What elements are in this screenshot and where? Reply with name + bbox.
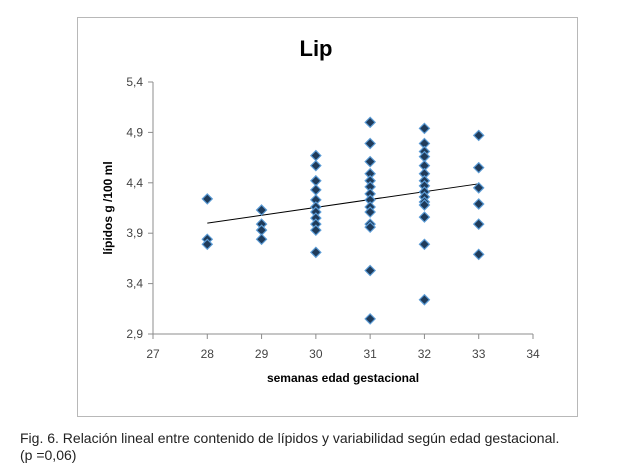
data-point <box>310 159 322 172</box>
data-point <box>418 122 431 135</box>
x-tick-label: 34 <box>526 347 540 361</box>
data-point <box>418 211 431 223</box>
data-point <box>364 206 376 218</box>
data-point <box>472 218 485 230</box>
y-tick-label: 3,9 <box>126 226 143 240</box>
x-tick-label: 28 <box>201 347 215 361</box>
data-point <box>472 129 485 142</box>
data-point <box>310 184 322 196</box>
data-point <box>418 293 431 306</box>
y-axis-label: lípidos g /100 ml <box>101 161 115 254</box>
data-point <box>364 116 376 129</box>
figure-caption: Fig. 6. Relación lineal entre contenido … <box>20 430 615 464</box>
caption-line-2: (p =0,06) <box>20 447 77 463</box>
data-point <box>418 238 431 251</box>
data-point <box>472 198 485 210</box>
data-point <box>472 181 485 194</box>
data-point <box>255 233 268 246</box>
x-tick-label: 29 <box>255 347 269 361</box>
y-tick-label: 4,4 <box>126 176 143 190</box>
x-tick-label: 32 <box>418 347 432 361</box>
chart-frame <box>77 17 578 417</box>
x-tick-label: 27 <box>146 347 160 361</box>
data-point <box>310 224 322 237</box>
data-point <box>472 161 485 174</box>
data-point <box>472 248 485 261</box>
caption-line-1: Fig. 6. Relación lineal entre contenido … <box>20 430 560 446</box>
data-point <box>255 204 268 216</box>
data-point <box>364 155 376 168</box>
data-point <box>364 313 376 325</box>
data-point <box>364 221 376 234</box>
x-axis-label: semanas edad gestacional <box>267 371 419 385</box>
data-point <box>310 149 322 162</box>
trend-line <box>207 183 479 224</box>
y-tick-label: 2,9 <box>126 327 143 341</box>
x-tick-label: 31 <box>363 347 377 361</box>
chart-title: Lip <box>300 36 333 61</box>
data-point <box>364 264 376 277</box>
data-point <box>418 199 431 211</box>
data-point <box>364 137 376 150</box>
y-tick-label: 5,4 <box>126 75 143 89</box>
data-point <box>310 246 322 259</box>
x-tick-label: 30 <box>309 347 323 361</box>
data-point <box>201 193 214 205</box>
y-tick-label: 4,9 <box>126 125 143 139</box>
x-tick-label: 33 <box>472 347 486 361</box>
y-tick-label: 3,4 <box>126 277 143 291</box>
data-point <box>201 238 214 251</box>
